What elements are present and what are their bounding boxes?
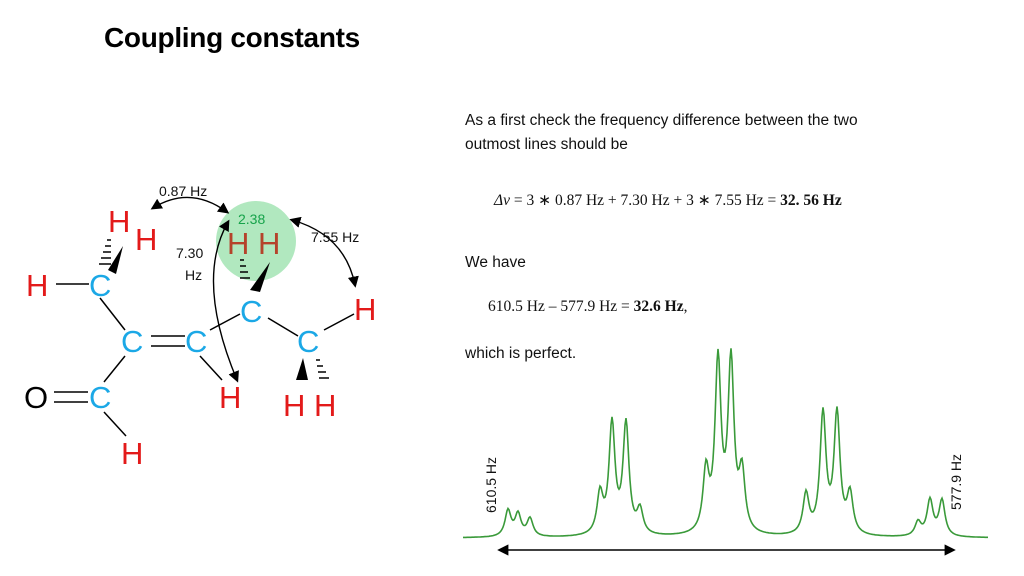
atom-c1: C: [89, 268, 111, 303]
stereo-bonds: [99, 239, 329, 380]
atom-h-top-1: H: [108, 204, 130, 239]
atom-h-c3: H: [219, 380, 241, 415]
coupling-label-j1: 0.87 Hz: [159, 183, 207, 199]
bond-c3-h: [199, 355, 223, 381]
hash-bond-c5-lines: [316, 359, 329, 379]
coupling-arrow-j1: [150, 196, 230, 214]
hash-bond-c1-lines: [99, 239, 111, 265]
bond-c3-c4: [209, 313, 241, 331]
intro-line-1: As a first check the frequency differenc…: [465, 112, 858, 129]
coupling-label-j2-line1: 7.30: [176, 245, 203, 261]
intro-line-2: outmost lines should be: [465, 136, 628, 153]
slide-title: Coupling constants: [104, 22, 360, 53]
equation-measured: 610.5 Hz – 577.9 Hz = 32.6 Hz,: [488, 298, 687, 316]
equation2-result: 32.6 Hz: [633, 298, 684, 315]
atom-h-highlight-1: H: [227, 226, 249, 261]
atom-c5: C: [297, 324, 319, 359]
coupling-arrow-j3: [289, 216, 359, 288]
nmr-spectrum: 610.5 Hz 577.9 Hz: [463, 348, 988, 556]
coupling-label-j3: 7.55 Hz: [311, 229, 359, 245]
wedge-bond-c1: [108, 246, 123, 274]
atom-c4: C: [240, 294, 262, 329]
equation2-suffix: ,: [683, 298, 688, 315]
wedge-bond-c4: [250, 262, 270, 292]
coupling-arrows: [150, 196, 359, 383]
highlight-value: 2.38: [238, 211, 265, 227]
bond-c6-h: [103, 411, 127, 437]
bond-c4-c5: [267, 317, 299, 337]
hash-bond-c4-lines: [240, 259, 250, 279]
coupling-arrow-j2: [212, 219, 239, 383]
bond-c5-h: [323, 313, 355, 331]
atom-h-bottom-1: H: [283, 388, 305, 423]
equation-delta-nu: Δν = 3 ∗ 0.87 Hz + 7.30 Hz + 3 ∗ 7.55 Hz…: [494, 191, 842, 210]
atoms: H H H C C C C C H H H H H H O C H: [24, 204, 376, 471]
spectrum-right-label: 577.9 Hz: [948, 454, 964, 510]
atom-h-aldehyde: H: [121, 436, 143, 471]
equation2-text: 610.5 Hz – 577.9 Hz =: [488, 298, 634, 315]
spectrum-trace: [463, 348, 988, 539]
equation-result: 32. 56 Hz: [780, 192, 842, 209]
bond-c2-c6: [103, 355, 126, 383]
atom-h-right: H: [354, 292, 376, 327]
coupling-label-j2-line2: Hz: [185, 267, 202, 283]
equation-rhs: = 3 ∗ 0.87 Hz + 7.30 Hz + 3 ∗ 7.55 Hz =: [513, 192, 781, 209]
atom-h-left: H: [26, 268, 48, 303]
intro-paragraph: As a first check the frequency differenc…: [465, 109, 858, 157]
atom-c6: C: [89, 380, 111, 415]
spectrum-left-label: 610.5 Hz: [483, 457, 499, 513]
atom-h-top-2: H: [135, 222, 157, 257]
we-have-text: We have: [465, 254, 526, 271]
atom-c2: C: [121, 324, 143, 359]
equation-lhs: Δν: [494, 192, 510, 209]
bond-c1-c2: [99, 297, 126, 331]
atom-c3: C: [185, 324, 207, 359]
wedge-bond-c5: [296, 358, 308, 380]
conclusion-text: which is perfect.: [465, 345, 577, 362]
atom-h-highlight-2: H: [258, 226, 280, 261]
atom-h-bottom-2: H: [314, 388, 336, 423]
atom-o: O: [24, 380, 48, 415]
